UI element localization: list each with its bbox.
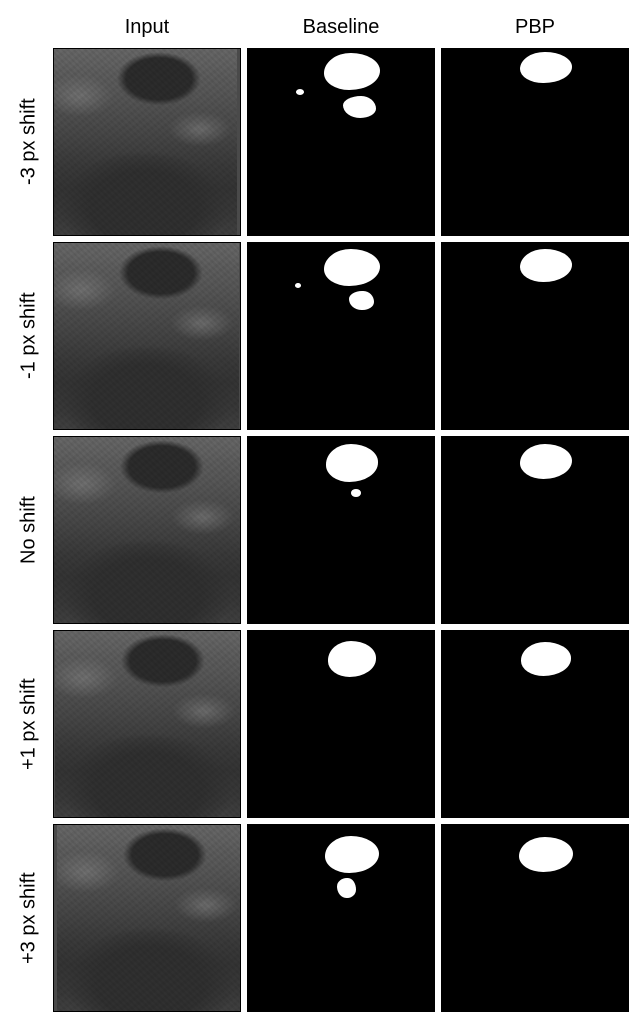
mask-blob-main — [520, 249, 572, 282]
mask-blob-extra — [337, 878, 356, 898]
cell-baseline-r3 — [247, 630, 435, 818]
row-label-4: +3 px shift — [11, 824, 47, 1012]
cell-pbp-r1 — [441, 242, 629, 430]
mask-blob-main — [520, 444, 572, 479]
cell-baseline-r0 — [247, 48, 435, 236]
cell-input-r0 — [53, 48, 241, 236]
mask-blob-main — [520, 52, 572, 84]
cell-input-r4 — [53, 824, 241, 1012]
cell-baseline-r2 — [247, 436, 435, 624]
cell-baseline-r1 — [247, 242, 435, 430]
mask-blob-speck — [296, 89, 304, 95]
cell-pbp-r2 — [441, 436, 629, 624]
cell-baseline-r4 — [247, 824, 435, 1012]
mask-blob-main — [324, 53, 380, 90]
mask-blob-extra — [349, 291, 373, 310]
col-header-input: Input — [53, 12, 241, 42]
cell-pbp-r4 — [441, 824, 629, 1012]
comparison-figure-grid: Input Baseline PBP -3 px shift -1 px shi… — [12, 12, 628, 1012]
cell-input-r1 — [53, 242, 241, 430]
row-label-1: -1 px shift — [11, 242, 47, 430]
mask-blob-speck — [351, 489, 361, 497]
mask-blob-main — [521, 642, 571, 675]
mask-blob-main — [325, 836, 379, 873]
mask-blob-speck — [295, 283, 301, 288]
mask-blob-main — [519, 837, 573, 872]
mask-blob-extra — [343, 96, 376, 118]
row-label-0: -3 px shift — [11, 48, 47, 236]
cell-input-r3 — [53, 630, 241, 818]
row-label-2: No shift — [11, 436, 47, 624]
cell-pbp-r3 — [441, 630, 629, 818]
col-header-baseline: Baseline — [247, 12, 435, 42]
mask-blob-main — [326, 444, 378, 481]
mask-blob-main — [328, 641, 376, 676]
cell-input-r2 — [53, 436, 241, 624]
cell-pbp-r0 — [441, 48, 629, 236]
row-label-3: +1 px shift — [11, 630, 47, 818]
mask-blob-main — [324, 249, 380, 286]
corner-spacer — [11, 12, 47, 42]
col-header-pbp: PBP — [441, 12, 629, 42]
